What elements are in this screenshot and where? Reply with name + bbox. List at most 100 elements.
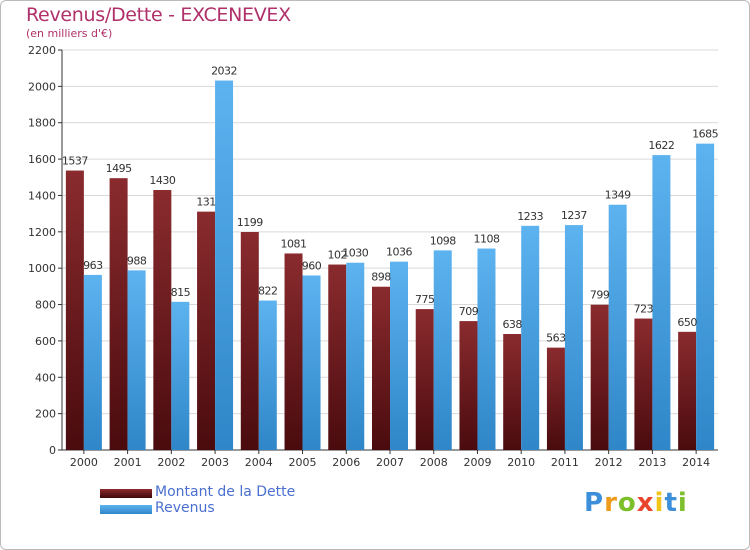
x-tick-label: 2003 [201, 456, 229, 469]
data-label-debt: 775 [415, 293, 435, 306]
data-label-revenue: 1349 [605, 189, 631, 202]
x-tick-label: 2002 [157, 456, 185, 469]
bar-revenue [171, 301, 190, 450]
bar-debt [240, 232, 259, 450]
x-tick-label: 2000 [70, 456, 98, 469]
data-label-revenue: 822 [258, 285, 278, 298]
logo-letter: o [617, 488, 637, 518]
y-tick-label: 1600 [28, 153, 56, 166]
data-label-debt: 131 [196, 196, 216, 209]
bar-debt [328, 264, 347, 450]
data-label-debt: 1537 [62, 155, 88, 168]
chart-title: Revenus/Dette - EXCENEVEX [26, 4, 291, 26]
bar-debt [590, 304, 609, 450]
bar-revenue [696, 143, 715, 451]
x-tick-label: 2014 [682, 456, 710, 469]
logo-letter: i [677, 488, 688, 518]
bar-revenue [652, 155, 671, 450]
bar-debt [459, 321, 478, 450]
logo-letter: P [584, 488, 605, 518]
bar-debt [197, 211, 216, 450]
bar-revenue [608, 204, 627, 450]
data-label-debt: 102 [328, 249, 348, 262]
data-label-debt: 1081 [281, 237, 307, 250]
logo-letter: i [654, 488, 665, 518]
bars [65, 80, 715, 451]
data-label-debt: 799 [590, 289, 610, 302]
bar-revenue [127, 270, 146, 450]
y-tick-label: 1400 [28, 189, 56, 202]
legend-swatch-debt [100, 489, 152, 498]
y-tick-label: 0 [49, 444, 56, 457]
data-label-revenue: 1036 [386, 246, 412, 259]
bar-revenue [346, 262, 365, 450]
data-label-debt: 638 [502, 318, 522, 331]
data-label-revenue: 1108 [473, 233, 499, 246]
data-label-debt: 1495 [106, 162, 132, 175]
y-tick-label: 200 [35, 408, 56, 421]
y-tick-label: 1800 [28, 117, 56, 130]
bar-revenue [258, 300, 277, 450]
data-label-debt: 650 [677, 316, 697, 329]
y-tick-label: 600 [35, 335, 56, 348]
bar-debt [678, 331, 697, 450]
bar-revenue [390, 261, 408, 450]
data-label-revenue: 963 [83, 259, 103, 272]
bar-revenue [83, 274, 102, 450]
bar-debt [372, 286, 390, 450]
data-label-revenue: 1030 [342, 247, 368, 260]
y-tick-label: 1000 [28, 262, 56, 275]
x-tick-label: 2008 [420, 456, 448, 469]
logo-letter: r [604, 488, 618, 518]
data-label-debt: 709 [459, 305, 479, 318]
bar-revenue [521, 225, 540, 450]
bar-debt [109, 178, 128, 450]
logo-letter: x [636, 488, 655, 518]
data-label-revenue: 815 [171, 286, 191, 299]
data-label-revenue: 1622 [648, 139, 674, 152]
x-tick-label: 2005 [289, 456, 317, 469]
axes: 0 200 400 600 800 1000 1200 1400 1600 1800 2000 220… [28, 44, 718, 469]
bar-debt [153, 190, 172, 450]
y-tick-label: 800 [35, 299, 56, 312]
x-tick-label: 2013 [638, 456, 666, 469]
data-label-revenue: 2032 [211, 65, 237, 78]
logo-letter: t [664, 488, 678, 518]
x-tick-label: 2001 [114, 456, 142, 469]
data-label-debt: 1199 [237, 216, 263, 229]
y-tick-label: 2200 [28, 44, 56, 57]
x-tick-label: 2006 [332, 456, 360, 469]
legend-label-debt: Montant de la Dette [155, 484, 296, 500]
data-label-revenue: 1098 [430, 234, 456, 247]
bar-debt [503, 334, 522, 450]
x-tick-label: 2007 [376, 456, 404, 469]
y-tick-label: 1200 [28, 226, 56, 239]
x-tick-label: 2012 [595, 456, 623, 469]
proxiti-logo: Proxiti [584, 488, 688, 518]
data-label-revenue: 988 [127, 254, 147, 267]
bar-revenue [215, 80, 234, 450]
x-tick-label: 2011 [551, 456, 579, 469]
bar-revenue [477, 248, 496, 450]
bar-debt [634, 318, 653, 450]
bar-revenue [302, 275, 321, 450]
legend-swatch-revenue [100, 505, 152, 514]
x-tick-label: 2010 [507, 456, 535, 469]
data-label-revenue: 1237 [561, 209, 587, 222]
bar-debt [65, 170, 84, 450]
bar-revenue [433, 250, 452, 450]
data-label-debt: 723 [634, 303, 654, 316]
data-label-debt: 1430 [149, 174, 175, 187]
legend-label-revenue: Revenus [155, 500, 215, 516]
y-tick-label: 400 [35, 371, 56, 384]
x-tick-label: 2004 [245, 456, 273, 469]
y-tick-label: 2000 [28, 80, 56, 93]
bar-debt [415, 309, 434, 450]
data-labels: 1537 963 1495 988 1430 815 131 2032 1199 822 1081 9… [62, 65, 719, 345]
data-label-revenue: 1685 [692, 128, 718, 141]
bar-revenue [564, 225, 583, 450]
data-label-revenue: 960 [302, 259, 322, 272]
chart-subtitle: (en milliers d'€) [26, 27, 113, 40]
bar-debt [284, 253, 303, 450]
